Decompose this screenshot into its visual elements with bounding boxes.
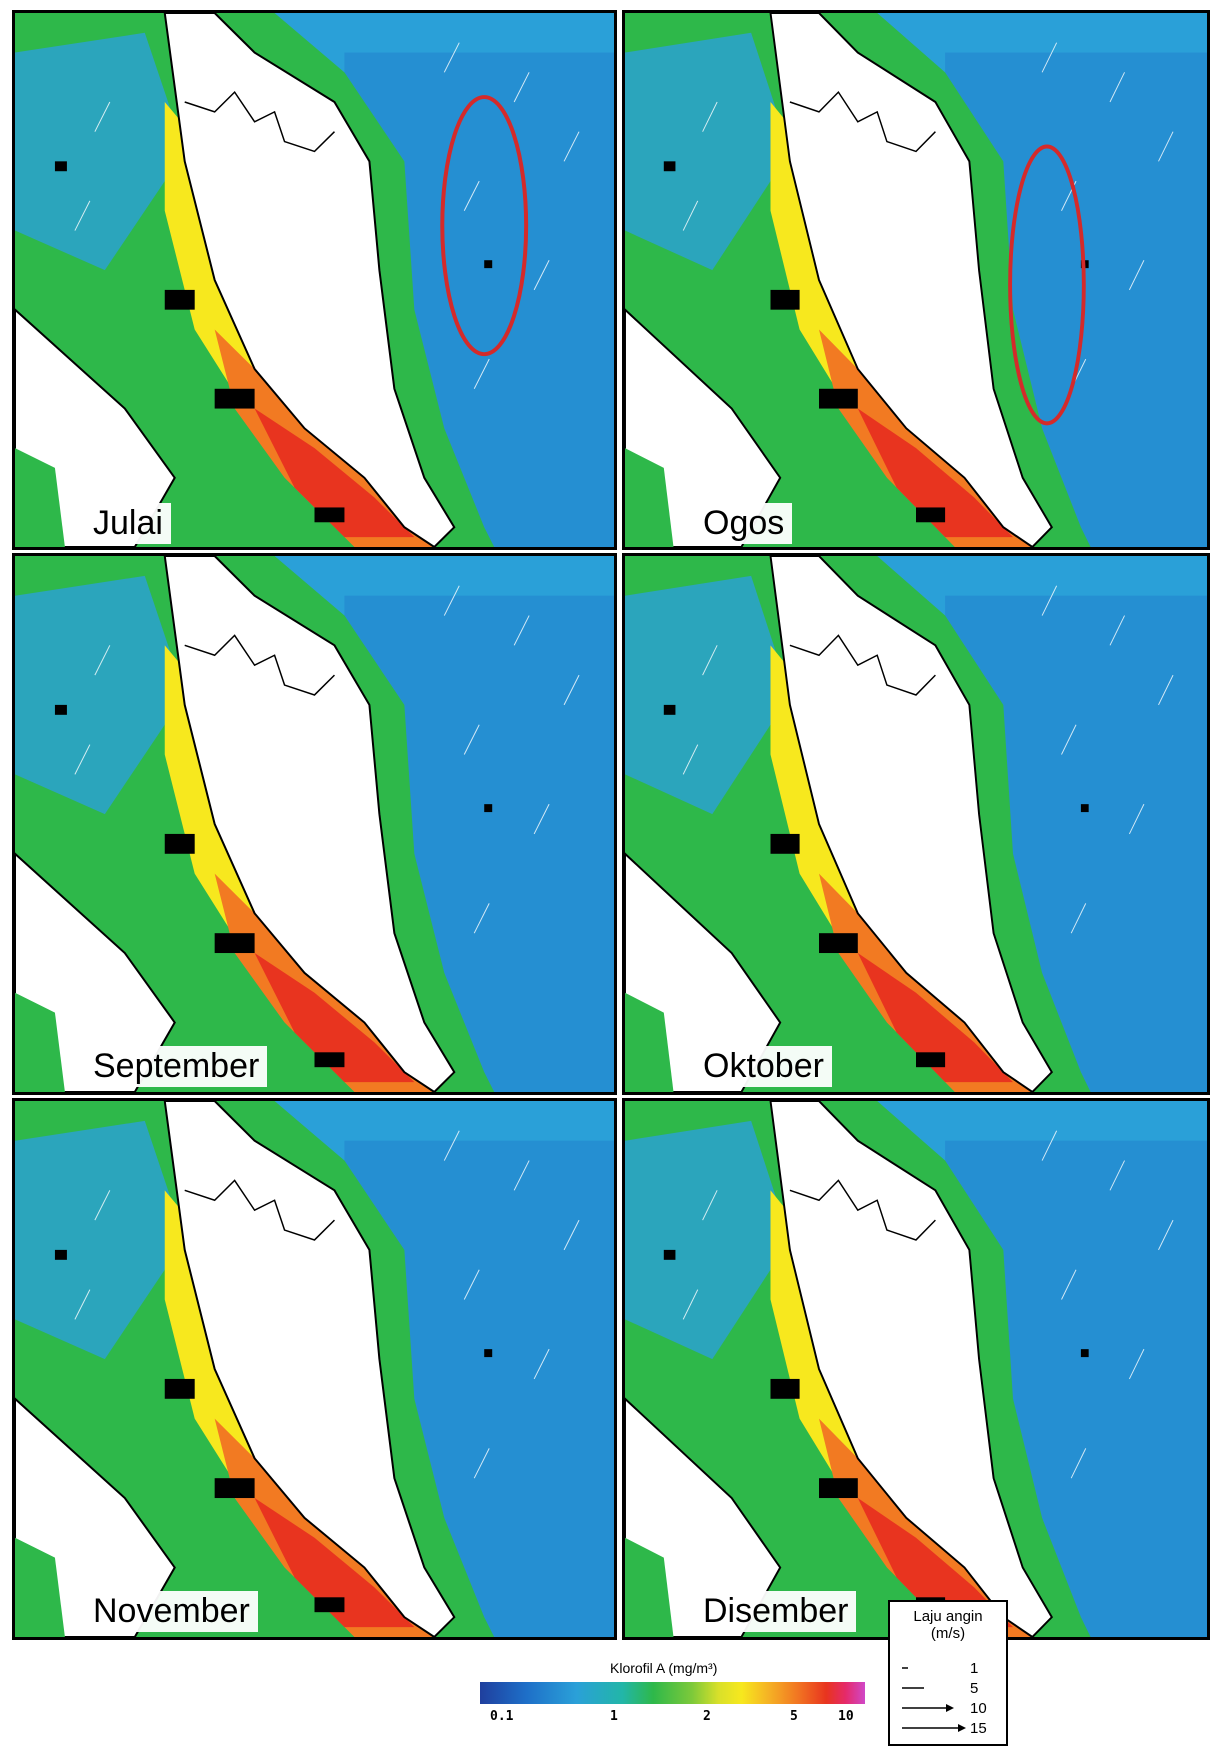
- month-label: November: [85, 1591, 258, 1633]
- map-ogos: [625, 13, 1207, 547]
- wind-legend-title: Laju angin (m/s): [890, 1608, 1006, 1643]
- map-oktober: [625, 556, 1207, 1092]
- highlight-ellipse: [1008, 144, 1086, 426]
- panel-september: September: [12, 553, 617, 1095]
- panel-disember: Disember: [622, 1098, 1210, 1640]
- wind-entry: 1: [970, 1660, 979, 1677]
- colorbar-tick: 5: [790, 1709, 798, 1724]
- colorbar-tick: 2: [703, 1709, 711, 1724]
- month-label: Julai: [85, 503, 171, 545]
- wind-title-line2: (m/s): [930, 1625, 966, 1643]
- panel-ogos: Ogos: [622, 10, 1210, 550]
- wind-title-line1: Laju angin: [913, 1608, 983, 1625]
- wind-entry: 10: [970, 1700, 987, 1717]
- panel-oktober: Oktober: [622, 553, 1210, 1095]
- month-label: Disember: [695, 1591, 857, 1633]
- month-label: September: [85, 1046, 268, 1088]
- wind-entry: 15: [970, 1720, 987, 1737]
- panel-julai: Julai: [12, 10, 617, 550]
- colorbar-tick: 1: [610, 1709, 618, 1724]
- wind-legend: Laju angin (m/s) 1 5 10 15: [888, 1600, 1008, 1746]
- wind-entry: 5: [970, 1680, 979, 1697]
- colorbar-tick: 0.1: [490, 1709, 514, 1724]
- highlight-ellipse: [440, 95, 529, 357]
- colorbar-tick: 10: [838, 1709, 854, 1724]
- map-november: [15, 1101, 614, 1637]
- month-label: Oktober: [695, 1046, 832, 1088]
- map-disember: [625, 1101, 1207, 1637]
- map-julai: [15, 13, 614, 547]
- colorbar-title: Klorofil A (mg/m³): [610, 1660, 718, 1676]
- month-label: Ogos: [695, 503, 793, 545]
- panel-november: November: [12, 1098, 617, 1640]
- colorbar: [480, 1682, 865, 1704]
- map-september: [15, 556, 614, 1092]
- wind-arrows: [902, 1667, 966, 1732]
